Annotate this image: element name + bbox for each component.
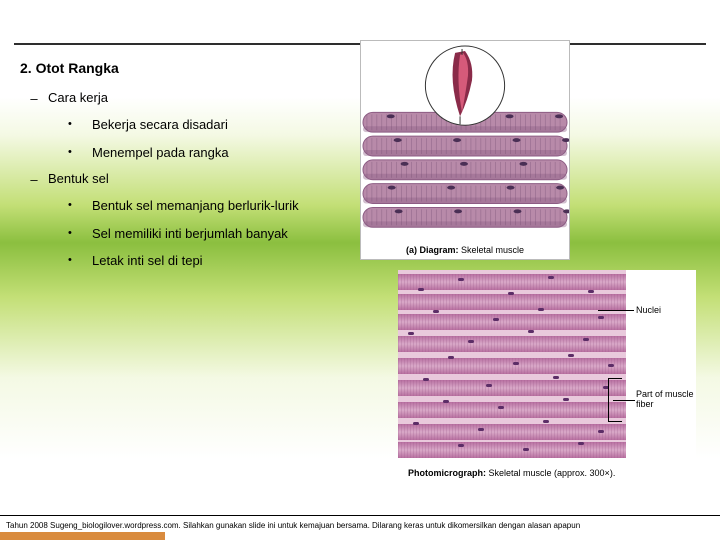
dot-bullet: • <box>68 252 92 270</box>
caption-prefix: (a) Diagram: <box>406 245 459 255</box>
subsection-row: – Cara kerja <box>20 90 360 106</box>
bullet-text: Letak inti sel di tepi <box>92 252 203 270</box>
bullet-list: • Bentuk sel memanjang berlurik-lurik • … <box>68 197 360 270</box>
footer-accent-bar <box>0 532 165 540</box>
subsection-label: Cara kerja <box>48 90 108 106</box>
dash-bullet: – <box>20 171 48 187</box>
section-heading: 2. Otot Rangka <box>20 60 360 76</box>
caption-text: Skeletal muscle (approx. 300×). <box>486 468 615 478</box>
bullet-text: Menempel pada rangka <box>92 144 229 162</box>
list-item: • Letak inti sel di tepi <box>68 252 360 270</box>
label-fiber: Part of muscle fiber <box>636 390 694 410</box>
micrograph-image <box>398 270 626 458</box>
bullet-text: Bentuk sel memanjang berlurik-lurik <box>92 197 299 215</box>
dash-bullet: – <box>20 90 48 106</box>
bracket <box>608 378 622 422</box>
dot-bullet: • <box>68 116 92 134</box>
dot-bullet: • <box>68 197 92 215</box>
list-item: • Bekerja secara disadari <box>68 116 360 134</box>
dot-bullet: • <box>68 225 92 243</box>
text-content: 2. Otot Rangka – Cara kerja • Bekerja se… <box>20 60 360 280</box>
figure-diagram: (a) Diagram: Skeletal muscle <box>360 40 570 260</box>
label-nuclei: Nuclei <box>636 306 661 316</box>
caption-text: Skeletal muscle <box>458 245 524 255</box>
list-item: • Menempel pada rangka <box>68 144 360 162</box>
bullet-list: • Bekerja secara disadari • Menempel pad… <box>68 116 360 161</box>
list-item: • Bentuk sel memanjang berlurik-lurik <box>68 197 360 215</box>
caption-prefix: Photomicrograph: <box>408 468 486 478</box>
list-item: • Sel memiliki inti berjumlah banyak <box>68 225 360 243</box>
figure-photomicrograph: Nuclei Part of muscle fiber Photomicrogr… <box>398 270 696 480</box>
figure-caption: (a) Diagram: Skeletal muscle <box>361 245 569 255</box>
bullet-text: Sel memiliki inti berjumlah banyak <box>92 225 288 243</box>
diagram-svg <box>361 41 569 259</box>
footer-text: Tahun 2008 Sugeng_biologilover.wordpress… <box>6 521 714 530</box>
figure-caption: Photomicrograph: Skeletal muscle (approx… <box>408 468 615 478</box>
footer-divider <box>0 515 720 516</box>
bullet-text: Bekerja secara disadari <box>92 116 228 134</box>
pointer-line <box>598 310 634 311</box>
subsection-label: Bentuk sel <box>48 171 109 187</box>
subsection-row: – Bentuk sel <box>20 171 360 187</box>
dot-bullet: • <box>68 144 92 162</box>
